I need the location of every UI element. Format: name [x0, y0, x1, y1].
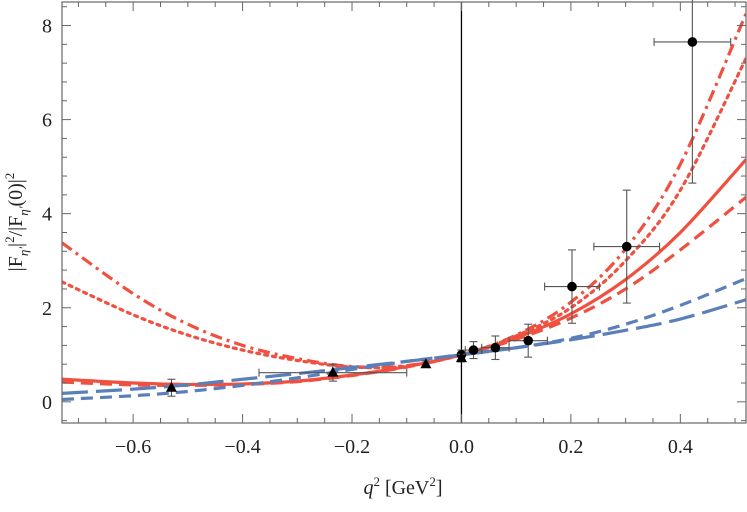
y-tick-label: 8 [42, 16, 52, 38]
data-point-2 [464, 341, 483, 360]
y-axis-label-part3: /|F [5, 216, 27, 237]
y-axis-label-part2: | [5, 243, 27, 247]
triangle-marker [165, 381, 177, 392]
curve-5 [62, 298, 746, 395]
y-axis-label-sub1: η' [16, 247, 31, 256]
circle-marker [490, 342, 501, 353]
data-point-7 [653, 0, 732, 184]
circle-marker [468, 345, 479, 355]
y-axis-label-sub2: η' [16, 206, 31, 215]
y-axis-label-part4: (0)| [5, 179, 27, 206]
triangle-marker [420, 358, 432, 369]
x-tick-label: −0.6 [115, 436, 151, 458]
axes-frame-layer [61, 1, 747, 424]
x-axis-label-unit-sup: 2 [429, 474, 436, 489]
circle-marker [687, 37, 698, 47]
triangle-marker [455, 352, 467, 363]
x-tick-label: −0.2 [334, 436, 370, 458]
triangle-marker [327, 366, 339, 377]
y-axis-label-sup2: 2 [2, 173, 17, 180]
data-point-11 [455, 352, 467, 363]
x-tick-label: 0.4 [668, 436, 693, 458]
data-point-8 [165, 378, 177, 397]
y-axis-label-sup1: 2 [2, 236, 17, 243]
circle-marker [621, 241, 632, 252]
circle-marker [567, 281, 577, 292]
plot-frame [61, 1, 747, 424]
x-axis-label: q2 [GeV2] [363, 474, 442, 499]
y-tick-label: 2 [42, 298, 52, 320]
y-axis-label: |Fη'|2/|Fη'(0)|2 [2, 173, 31, 272]
x-tick-label: 0.0 [449, 436, 474, 458]
x-axis-label-unit: [GeV [380, 477, 430, 499]
tick-layer: −0.6 −0.4 −0.2 0.0 0.2 0.4 0 2 4 6 8 [42, 2, 746, 458]
circle-marker [523, 335, 534, 346]
x-tick-label: −0.4 [224, 436, 260, 458]
data-point-9 [258, 363, 408, 382]
data-point-10 [420, 358, 432, 369]
x-tick-label: 0.2 [558, 436, 583, 458]
curve-6 [62, 277, 746, 402]
curve-3 [62, 56, 746, 370]
curve-layer [62, 13, 746, 402]
y-tick-label: 6 [42, 110, 52, 132]
data-point-6 [593, 189, 661, 304]
y-tick-label: 4 [42, 204, 52, 226]
y-tick-label: 0 [42, 392, 52, 414]
data-point-3 [481, 335, 510, 361]
curve-1 [62, 158, 746, 387]
data-point-5 [544, 249, 600, 324]
x-axis-label-var: q [363, 477, 373, 499]
points-layer [165, 0, 732, 397]
y-axis-label-part1: |F [5, 256, 27, 271]
x-axis-label-close: ] [436, 477, 443, 499]
curve-4 [62, 13, 746, 369]
data-point-4 [508, 323, 548, 358]
x-axis-label-var-sup: 2 [373, 474, 380, 489]
